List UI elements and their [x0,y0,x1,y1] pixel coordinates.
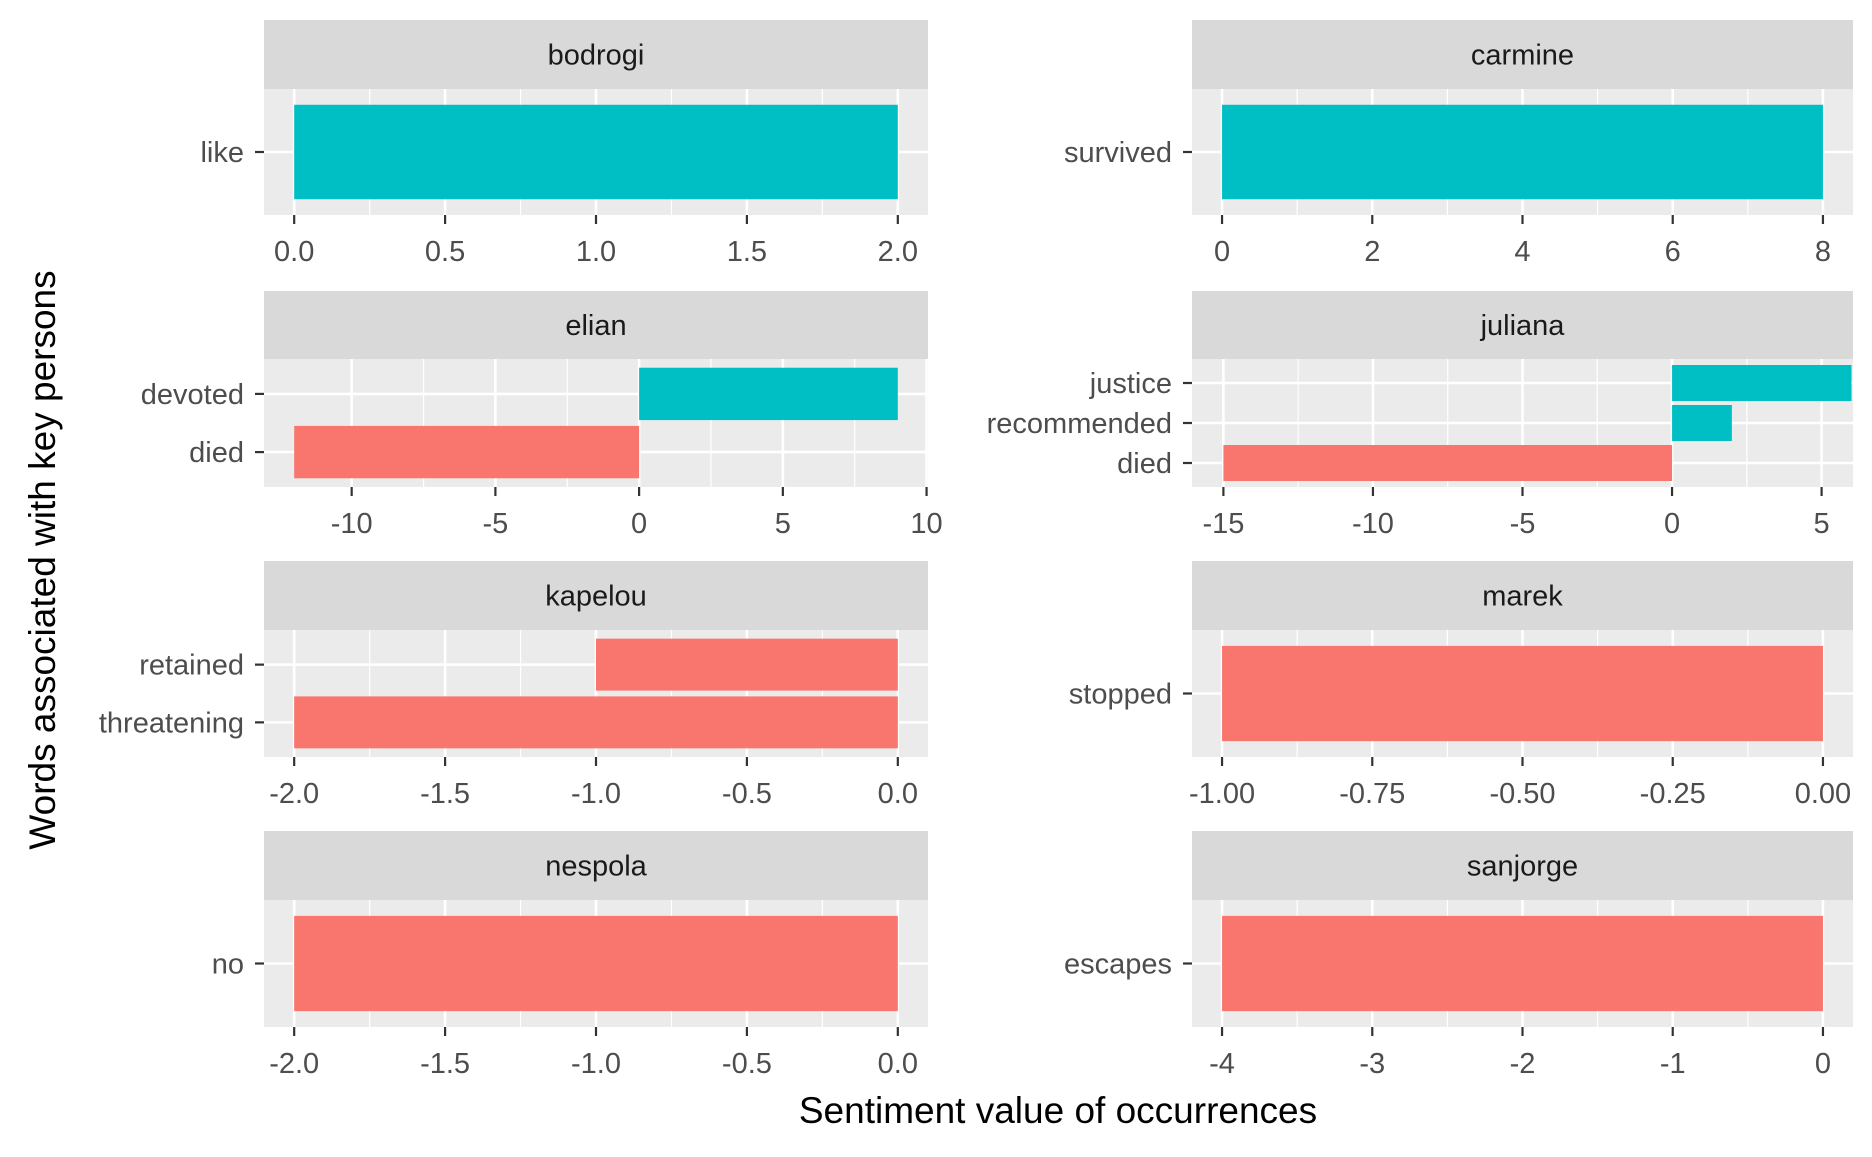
y-tick-label: died [189,437,244,469]
x-tick-label: 0 [1214,236,1230,268]
facet-strip [1192,561,1853,630]
y-tick-label: no [212,949,244,981]
y-tick-label: recommended [987,408,1172,440]
facet-title: juliana [1480,310,1566,342]
x-tick-label: 1.5 [727,236,767,268]
bar-escapes [1222,915,1823,1012]
y-tick-label: survived [1064,137,1172,169]
facet-title: sanjorge [1467,851,1578,883]
bar-died [1223,445,1673,481]
x-tick-label: 0.0 [274,236,314,268]
x-tick-label: -10 [1352,508,1394,540]
x-tick-label: 2.0 [878,236,918,268]
y-tick-label: retained [139,650,244,682]
facet-sanjorge: sanjorge escapes -4 -3 -2 -1 0 [1064,831,1853,1080]
bar-retained [596,638,898,691]
facet-title: elian [565,310,626,342]
x-tick-label: -2.0 [269,1048,319,1080]
facet-strip [264,561,928,630]
y-tick-label: threatening [99,707,244,739]
bar-died [294,425,640,479]
x-tick-label: -0.25 [1640,778,1706,810]
x-tick-label: 6 [1665,236,1681,268]
x-tick-label: -0.50 [1489,778,1555,810]
bar-stopped [1222,645,1823,742]
bar-like [294,104,898,200]
y-tick-label: like [200,137,244,169]
x-tick-label: -0.5 [722,778,772,810]
facet-title: marek [1482,581,1563,613]
x-tick-label: -5 [1510,508,1536,540]
y-axis-title: Words associated with key persons [22,270,63,849]
x-tick-label: 1.0 [576,236,616,268]
x-tick-label: 0.5 [425,236,465,268]
facet-title: carmine [1471,40,1574,72]
facet-kapelou: kapelou retained threatening -2.0 -1.5 -1.0 -0… [99,561,928,810]
facet-elian: elian devoted died -10 -5 0 5 10 [141,291,943,540]
bar-survived [1222,104,1823,200]
y-tick-label: stopped [1069,679,1172,711]
x-tick-label: -0.5 [722,1048,772,1080]
facet-carmine: carmine survived 0 2 4 6 8 [1064,20,1853,268]
x-tick-label: 8 [1815,236,1831,268]
x-tick-label: 2 [1364,236,1380,268]
x-tick-label: -10 [331,508,373,540]
facet-marek: marek stopped -1.00 -0.75 -0.50 -0.25 0.00 [1069,561,1853,810]
facet-strip [264,20,928,89]
facet-strip [264,291,928,359]
x-tick-label: -1 [1660,1048,1686,1080]
facet-strip [264,831,928,900]
facet-strip [1192,831,1853,900]
x-tick-label: 0.0 [878,778,918,810]
facet-bodrogi: bodrogi like 0.0 0.5 1.0 1.5 2.0 [200,20,928,268]
bar-devoted [639,367,898,421]
x-tick-label: -1.0 [571,778,621,810]
x-tick-label: -0.75 [1339,778,1405,810]
x-tick-label: -5 [482,508,508,540]
x-tick-label: 4 [1514,236,1530,268]
facet-strip [1192,20,1853,89]
x-tick-label: 0 [631,508,647,540]
x-tick-label: 0 [1664,508,1680,540]
bar-no [294,915,898,1012]
facet-strip [1192,291,1853,359]
y-tick-label: escapes [1064,949,1172,981]
x-tick-label: 0.0 [878,1048,918,1080]
y-tick-label: justice [1089,368,1172,400]
x-tick-label: 0 [1815,1048,1831,1080]
x-tick-label: 5 [1814,508,1830,540]
x-tick-label: -1.5 [420,1048,470,1080]
x-tick-label: -2.0 [269,778,319,810]
bar-threatening [294,696,898,749]
facet-nespola: nespola no -2.0 -1.5 -1.0 -0.5 0.0 [212,831,928,1080]
y-tick-label: devoted [141,379,244,411]
bar-recommended [1672,405,1732,441]
facet-title: kapelou [545,581,647,613]
x-tick-label: -1.5 [420,778,470,810]
x-tick-label: -1.00 [1189,778,1255,810]
facet-juliana: juliana justice recommended died -15 -10 -5 0 5 [987,291,1853,540]
x-tick-label: -3 [1359,1048,1385,1080]
x-tick-label: -15 [1202,508,1244,540]
bar-justice [1672,365,1852,401]
x-tick-label: 0.00 [1795,778,1851,810]
x-axis-title: Sentiment value of occurrences [799,1090,1317,1131]
x-tick-label: -4 [1209,1048,1235,1080]
facet-title: nespola [545,851,647,883]
x-tick-label: -2 [1510,1048,1536,1080]
x-tick-label: 5 [775,508,791,540]
facet-title: bodrogi [548,40,645,72]
x-tick-label: -1.0 [571,1048,621,1080]
y-tick-label: died [1117,448,1172,480]
x-tick-label: 10 [910,508,942,540]
